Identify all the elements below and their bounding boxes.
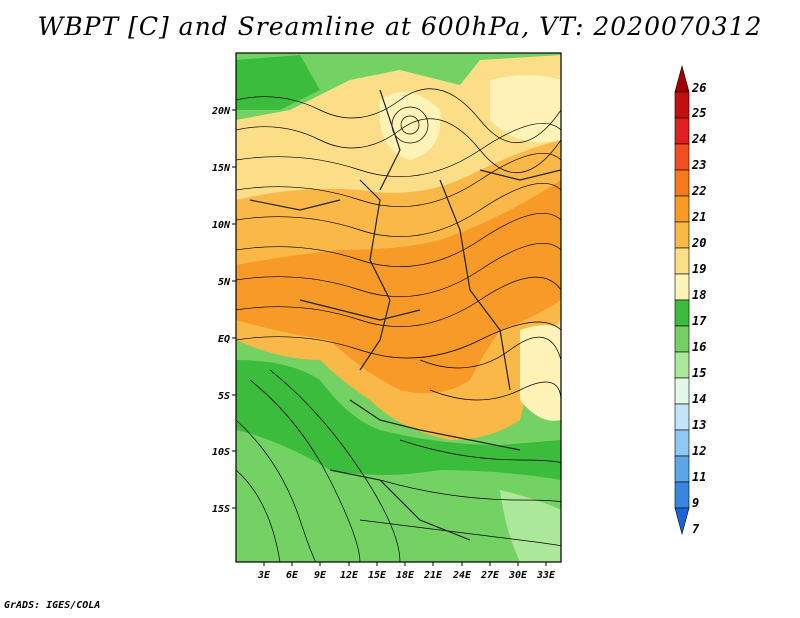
field-pale-north	[379, 92, 441, 160]
colorbar-swatch	[674, 299, 690, 327]
colorbar-swatch	[674, 325, 690, 353]
lon-label-21e: 21E	[423, 570, 443, 581]
colorbar-swatch	[674, 403, 690, 431]
colorbar-label-16: 16	[692, 340, 706, 354]
colorbar-label-19: 19	[692, 262, 706, 276]
lon-label-30e: 30E	[508, 570, 528, 581]
colorbar-label-25: 25	[691, 106, 706, 120]
colorbar-label-20: 20	[691, 236, 706, 250]
colorbar-swatch	[674, 117, 690, 145]
colorbar-label-11: 11	[692, 470, 706, 484]
colorbar: 26 25 24 23 22 21 20 19 18 17 16 15 14 1…	[674, 64, 707, 536]
wbpt-shading	[236, 53, 561, 562]
colorbar-labels: 26 25 24 23 22 21 20 19 18 17 16 15 14 1…	[691, 81, 707, 536]
colorbar-swatch	[674, 455, 690, 483]
colorbar-label-14: 14	[692, 392, 706, 406]
country-borders	[249, 89, 561, 541]
lat-label-eq: EQ	[218, 334, 230, 345]
colorbar-label-15: 15	[692, 366, 706, 380]
lat-label-15n: 15N	[212, 163, 231, 174]
lon-label-12e: 12E	[340, 570, 359, 581]
axis-ticks	[232, 109, 547, 566]
colorbar-label-9: 9	[692, 496, 699, 510]
colorbar-label-22: 22	[691, 184, 706, 198]
lat-label-5n: 5N	[218, 277, 231, 288]
software-credit: GrADS: IGES/COLA	[4, 600, 101, 611]
colorbar-swatch	[674, 351, 690, 379]
lon-label-24e: 24E	[452, 570, 472, 581]
lon-label-9e: 9E	[314, 570, 327, 581]
field-pale-northeast	[490, 75, 561, 143]
colorbar-swatch	[674, 377, 690, 405]
colorbar-swatch	[674, 429, 690, 457]
lat-label-10n: 10N	[212, 220, 231, 231]
colorbar-arrow-top	[674, 64, 690, 93]
colorbar-label-13: 13	[692, 418, 706, 432]
lon-label-18e: 18E	[396, 570, 415, 581]
lon-label-15e: 15E	[368, 570, 387, 581]
colorbar-swatch	[674, 481, 690, 509]
colorbar-label-12: 12	[692, 444, 706, 458]
lon-label-3e: 3E	[257, 570, 271, 581]
lon-label-27e: 27E	[480, 570, 500, 581]
chart-title: WBPT [C] and Sreamline at 600hPa, VT: 20…	[37, 12, 763, 41]
colorbar-swatch	[674, 91, 690, 119]
colorbar-label-24: 24	[691, 132, 706, 146]
colorbar-label-17: 17	[692, 314, 707, 328]
colorbar-swatch	[674, 143, 690, 171]
colorbar-label-26: 26	[691, 81, 706, 95]
lat-label-10s: 10S	[212, 447, 230, 458]
colorbar-label-21: 21	[691, 210, 706, 224]
colorbar-swatch	[674, 247, 690, 275]
colorbar-swatch	[674, 221, 690, 249]
colorbar-label-18: 18	[692, 288, 706, 302]
colorbar-swatches	[674, 64, 690, 536]
colorbar-label-23: 23	[691, 158, 706, 172]
colorbar-arrow-bottom	[674, 507, 690, 536]
lon-label-33e: 33E	[536, 570, 556, 581]
lat-label-20n: 20N	[211, 106, 231, 117]
colorbar-label-7: 7	[692, 522, 700, 536]
field-lightgreen-southeast	[500, 490, 561, 562]
field-green-south	[236, 360, 561, 480]
colorbar-swatch	[674, 273, 690, 301]
streamlines	[236, 88, 561, 562]
lat-label-15s: 15S	[212, 504, 230, 515]
map-frame	[235, 52, 562, 563]
colorbar-swatch	[674, 169, 690, 197]
field-pale-east	[520, 325, 561, 421]
colorbar-swatch	[674, 195, 690, 223]
lat-label-5s: 5S	[218, 391, 230, 402]
lon-label-6e: 6E	[286, 570, 299, 581]
field-green-northwest	[236, 55, 320, 110]
